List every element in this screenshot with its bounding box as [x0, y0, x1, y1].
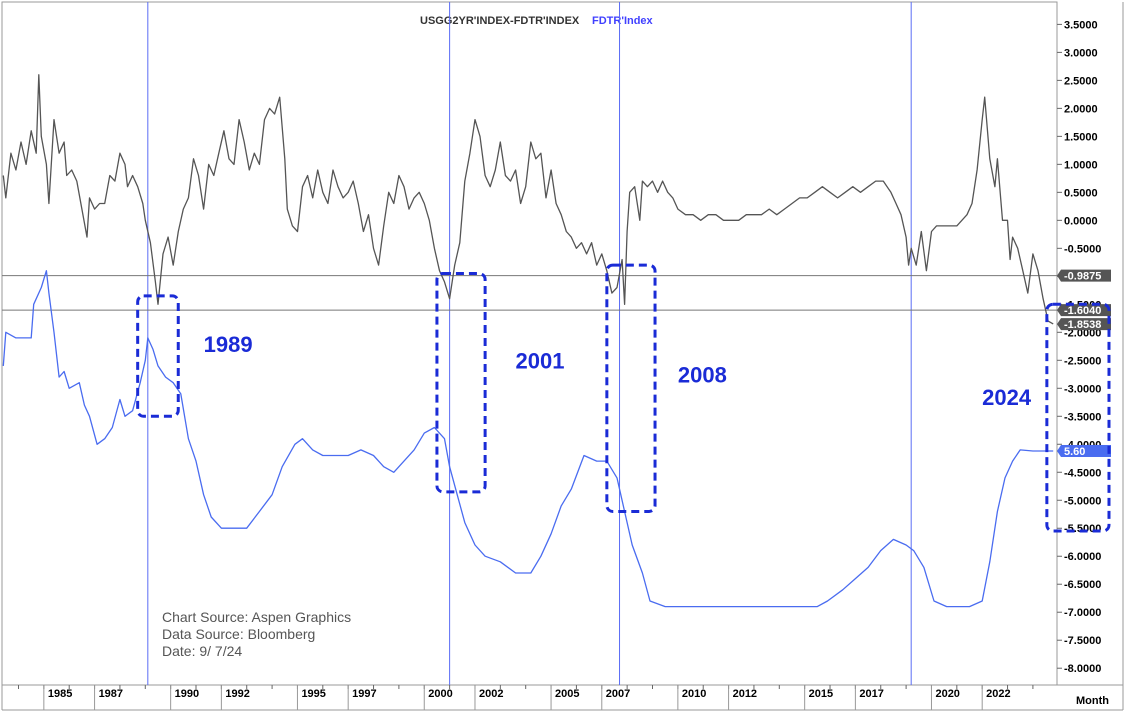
- x-tick-label: 2022: [986, 688, 1010, 700]
- annotation-box: [435, 272, 487, 494]
- legend-entry-spread: USGG2YR'INDEX-FDTR'INDEX: [420, 15, 580, 27]
- annotation-label: 1989: [204, 332, 253, 357]
- price-label-pointer: [1057, 444, 1061, 457]
- y-tick-label: -2.0000: [1064, 327, 1101, 339]
- price-label-pointer: [1057, 318, 1061, 331]
- x-tick-label: 1990: [175, 688, 199, 700]
- y-tick-label: -2.5000: [1064, 355, 1101, 367]
- y-tick-label: -7.5000: [1064, 635, 1101, 647]
- y-tick-label: 2.5000: [1064, 75, 1098, 87]
- source-line-chart-source: Chart Source: Aspen Graphics: [162, 609, 351, 625]
- price-label-pointer: [1057, 304, 1061, 317]
- y-tick-label: 1.5000: [1064, 131, 1098, 143]
- x-tick-label: 2012: [733, 688, 757, 700]
- y-tick-label: -6.5000: [1064, 579, 1101, 591]
- x-tick-label: 2015: [809, 688, 833, 700]
- source-line-date: Date: 9/ 7/24: [162, 643, 242, 659]
- x-tick-label: 2002: [479, 688, 503, 700]
- x-tick-label: 2017: [859, 688, 883, 700]
- x-tick-label: 1987: [99, 688, 123, 700]
- x-axis: Month 1985 1987 1990 1992 1995 1997 2000 2002 20…: [17, 685, 1109, 710]
- y-tick-label: -8.0000: [1064, 663, 1101, 675]
- legend-entry-fdtr: FDTR'Index: [592, 15, 654, 27]
- price-label-box: [1061, 269, 1111, 282]
- y-tick-label: 2.0000: [1064, 103, 1098, 115]
- y-tick-label: 0.5000: [1064, 187, 1098, 199]
- y-tick-label: -4.5000: [1064, 467, 1101, 479]
- y-tick-label: -3.0000: [1064, 383, 1101, 395]
- series-lines: [2, 74, 1054, 608]
- series-line-fdtr: [2, 270, 1054, 608]
- series-line-spread: [2, 74, 1054, 325]
- y-tick-label: 3.0000: [1064, 47, 1098, 59]
- annotation-box: [1045, 302, 1111, 533]
- source-note: Chart Source: Aspen Graphics Data Source…: [162, 609, 351, 659]
- y-tick-label: -5.0000: [1064, 495, 1101, 507]
- x-tick-label: 1995: [301, 688, 325, 700]
- x-tick-label: 2020: [935, 688, 959, 700]
- price-labels: -0.9875 -1.6040 -1.8538 5.60: [1057, 269, 1111, 458]
- price-label-box: [1061, 444, 1111, 457]
- x-tick-label: 1985: [48, 688, 72, 700]
- annotations: 1989 2001 2008 2024: [136, 263, 1111, 533]
- price-label-box: [1061, 318, 1111, 331]
- annotation-label: 2008: [678, 363, 727, 388]
- annotation-label: 2001: [516, 349, 565, 374]
- y-tick-label: -0.5000: [1064, 243, 1101, 255]
- x-tick-label: 1992: [225, 688, 249, 700]
- legend: USGG2YR'INDEX-FDTR'INDEX FDTR'Index: [420, 15, 654, 27]
- y-tick-label: -3.5000: [1064, 411, 1101, 423]
- price-label-text: -1.8538: [1064, 319, 1101, 331]
- price-label-box: [1061, 304, 1111, 317]
- price-label-text: 5.60: [1064, 446, 1085, 458]
- source-line-data-source: Data Source: Bloomberg: [162, 626, 315, 642]
- x-tick-label: 2000: [428, 688, 452, 700]
- y-tick-label: -7.0000: [1064, 607, 1101, 619]
- annotation-box: [136, 294, 180, 418]
- y-tick-label: 0.0000: [1064, 215, 1098, 227]
- y-tick-label: -5.5000: [1064, 523, 1101, 535]
- plot-border: [1, 1, 1058, 686]
- x-tick-label: 2010: [682, 688, 706, 700]
- y-tick-label: 3.5000: [1064, 19, 1098, 31]
- y-tick-label: -6.0000: [1064, 551, 1101, 563]
- x-tick-label: 2007: [606, 688, 630, 700]
- x-axis-unit-label: Month: [1076, 695, 1109, 707]
- annotation-label: 2024: [982, 385, 1032, 410]
- annotation-box: [605, 263, 657, 513]
- y-axis: 3.5000 3.0000 2.5000 2.0000 1.5000 1.0000 0.50…: [1057, 19, 1101, 675]
- x-tick-label: 1997: [352, 688, 376, 700]
- price-label-pointer: [1057, 269, 1061, 282]
- x-tick-label: 2005: [555, 688, 579, 700]
- price-label-text: -0.9875: [1064, 271, 1101, 283]
- price-label-text: -1.6040: [1064, 305, 1101, 317]
- y-tick-label: 1.0000: [1064, 159, 1098, 171]
